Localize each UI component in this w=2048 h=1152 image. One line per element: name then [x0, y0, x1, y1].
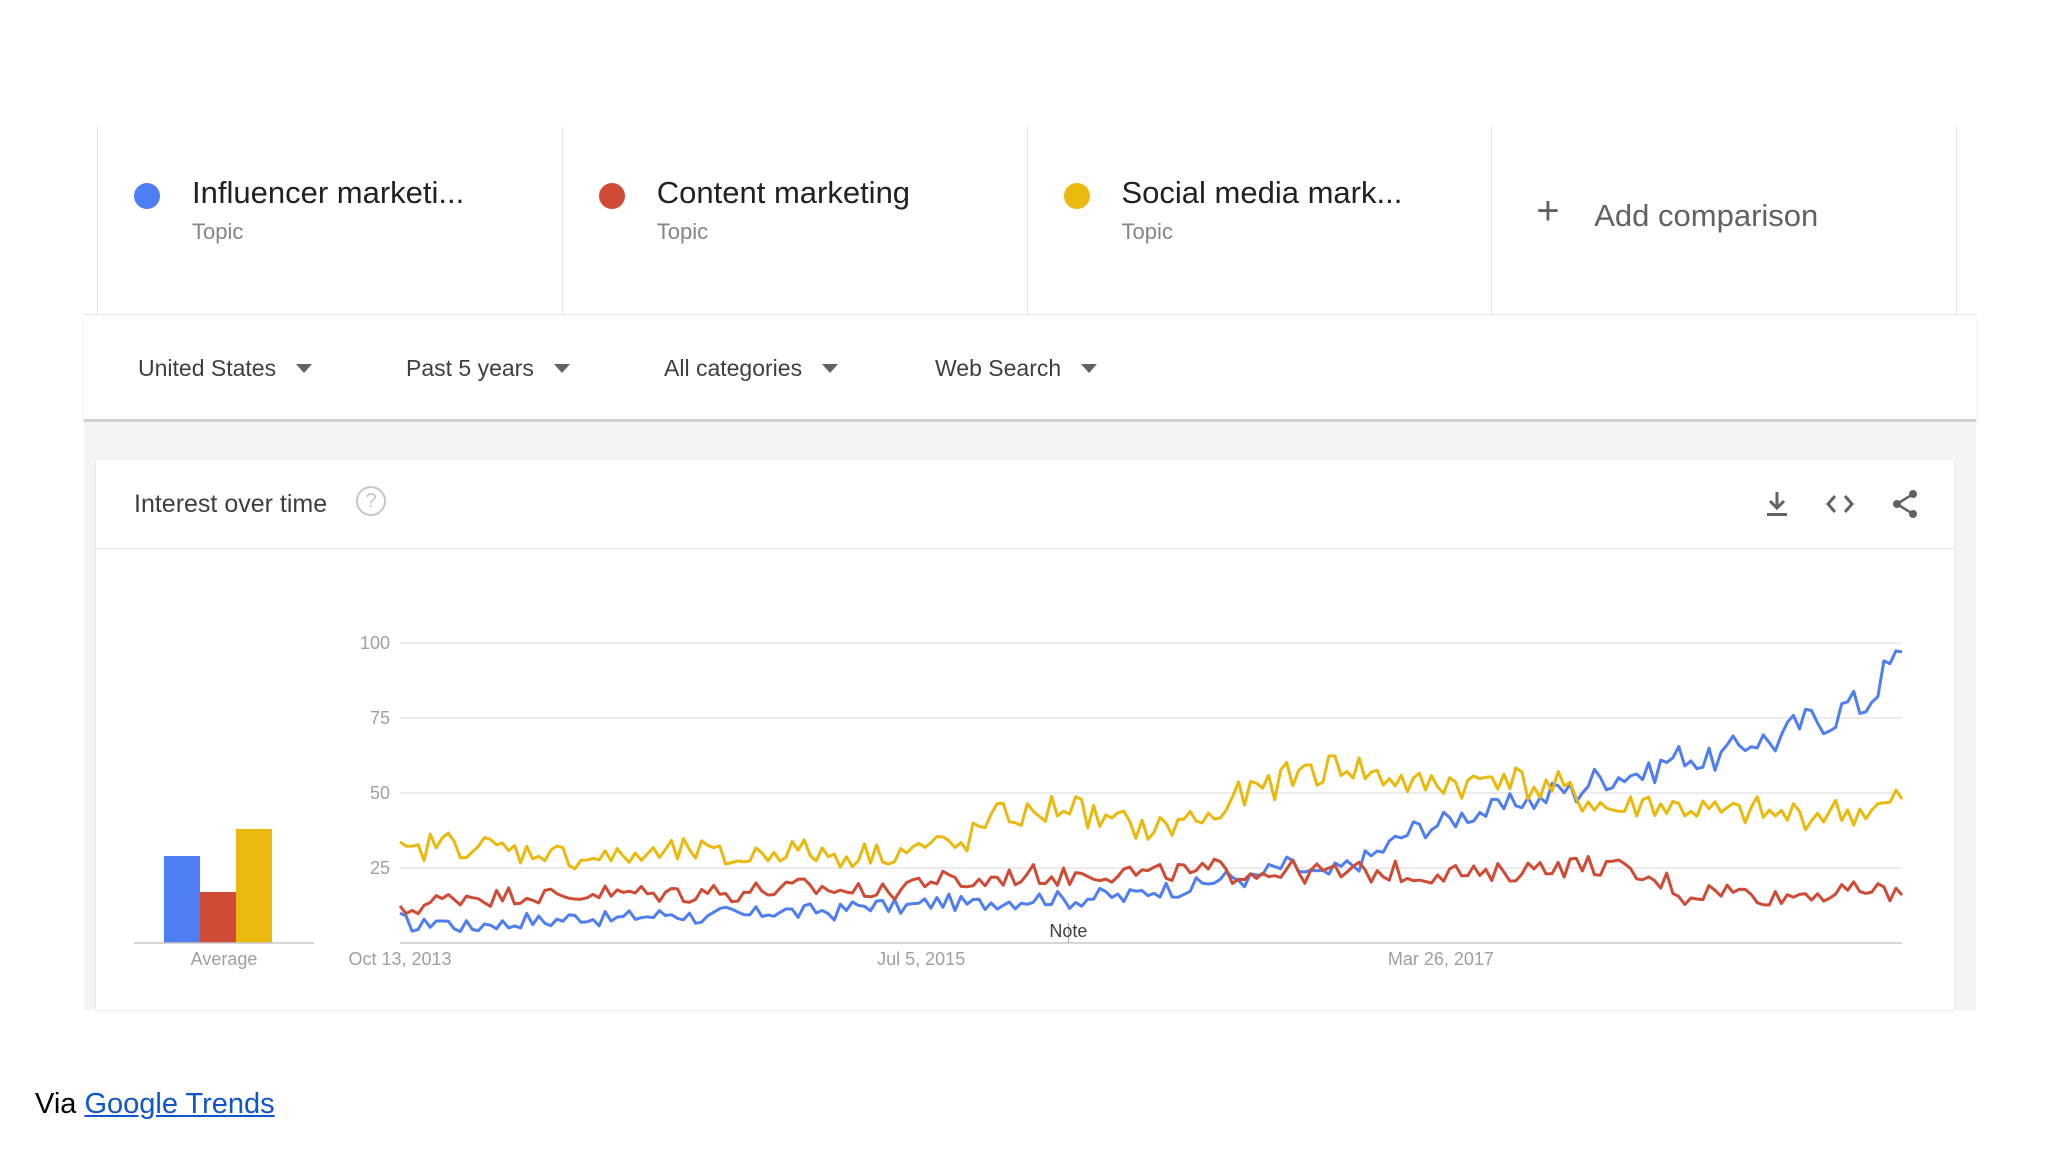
series-line — [399, 754, 1904, 871]
comparison-term-content[interactable]: Content marketing Topic — [563, 127, 1028, 314]
category-select[interactable]: All categories — [664, 355, 839, 382]
help-icon[interactable]: ? — [356, 486, 386, 516]
y-tick-label: 75 — [370, 708, 390, 728]
y-tick-label: 100 — [360, 633, 390, 653]
x-tick-label: Jul 5, 2015 — [877, 949, 965, 969]
x-tick-label: Mar 26, 2017 — [1388, 949, 1494, 969]
search-type-select[interactable]: Web Search — [935, 355, 1098, 382]
caret-down-icon — [296, 364, 313, 373]
trends-panel: Influencer marketi... Topic Content mark… — [84, 0, 1984, 1010]
average-bar — [236, 829, 272, 943]
note-label: Note — [1049, 921, 1087, 941]
interest-over-time-card: Interest over time ? 25 50 75 100 Oct 13, 20… — [96, 460, 1954, 1010]
region-value: United States — [138, 355, 277, 381]
share-icon[interactable] — [1888, 487, 1922, 521]
average-bar — [200, 892, 236, 943]
y-tick-label: 25 — [370, 858, 390, 878]
y-tick-label: 50 — [370, 783, 390, 803]
time-range-select[interactable]: Past 5 years — [406, 355, 570, 382]
footer-attribution: Via Google Trends — [35, 1088, 275, 1121]
add-comparison-button[interactable]: + Add comparison — [1492, 127, 1957, 314]
region-select[interactable]: United States — [138, 355, 313, 382]
term-kind: Topic — [656, 219, 709, 244]
series-line — [399, 649, 1903, 933]
average-bar — [164, 856, 200, 943]
card-header: Interest over time ? — [96, 460, 1954, 549]
divider — [84, 314, 1976, 315]
term-name: Content marketing — [656, 175, 911, 210]
series-color-dot — [1063, 183, 1090, 209]
interest-chart: 25 50 75 100 Oct 13, 2013 Jul 5, 2015 Mar 26, … — [134, 633, 1904, 969]
caret-down-icon — [553, 364, 570, 373]
term-kind: Topic — [1121, 219, 1173, 244]
caret-down-icon — [822, 364, 839, 373]
comparison-term-influencer[interactable]: Influencer marketi... Topic — [98, 127, 563, 314]
category-value: All categories — [664, 355, 803, 381]
x-tick-label: Oct 13, 2013 — [348, 949, 451, 969]
google-trends-link[interactable]: Google Trends — [84, 1088, 275, 1120]
embed-code-icon[interactable] — [1823, 487, 1857, 521]
series-color-dot — [598, 183, 625, 209]
comparison-term-social[interactable]: Social media mark... Topic — [1028, 127, 1493, 314]
card-title: Interest over time — [134, 490, 328, 518]
add-comparison-label: Add comparison — [1594, 198, 1819, 233]
term-name: Influencer marketi... — [192, 175, 465, 210]
download-icon[interactable] — [1760, 487, 1794, 521]
term-kind: Topic — [192, 219, 244, 244]
caret-down-icon — [1081, 364, 1098, 373]
series-color-dot — [134, 183, 160, 209]
search-type-value: Web Search — [935, 355, 1062, 381]
comparison-row: Influencer marketi... Topic Content mark… — [97, 127, 1957, 314]
average-label: Average — [191, 949, 258, 969]
plus-icon: + — [1536, 189, 1560, 233]
footer-prefix: Via — [35, 1088, 77, 1120]
filter-bar: United States Past 5 years All categorie… — [84, 315, 1976, 422]
term-name: Social media mark... — [1121, 175, 1403, 210]
series-line — [398, 854, 1904, 916]
time-range-value: Past 5 years — [406, 355, 534, 381]
